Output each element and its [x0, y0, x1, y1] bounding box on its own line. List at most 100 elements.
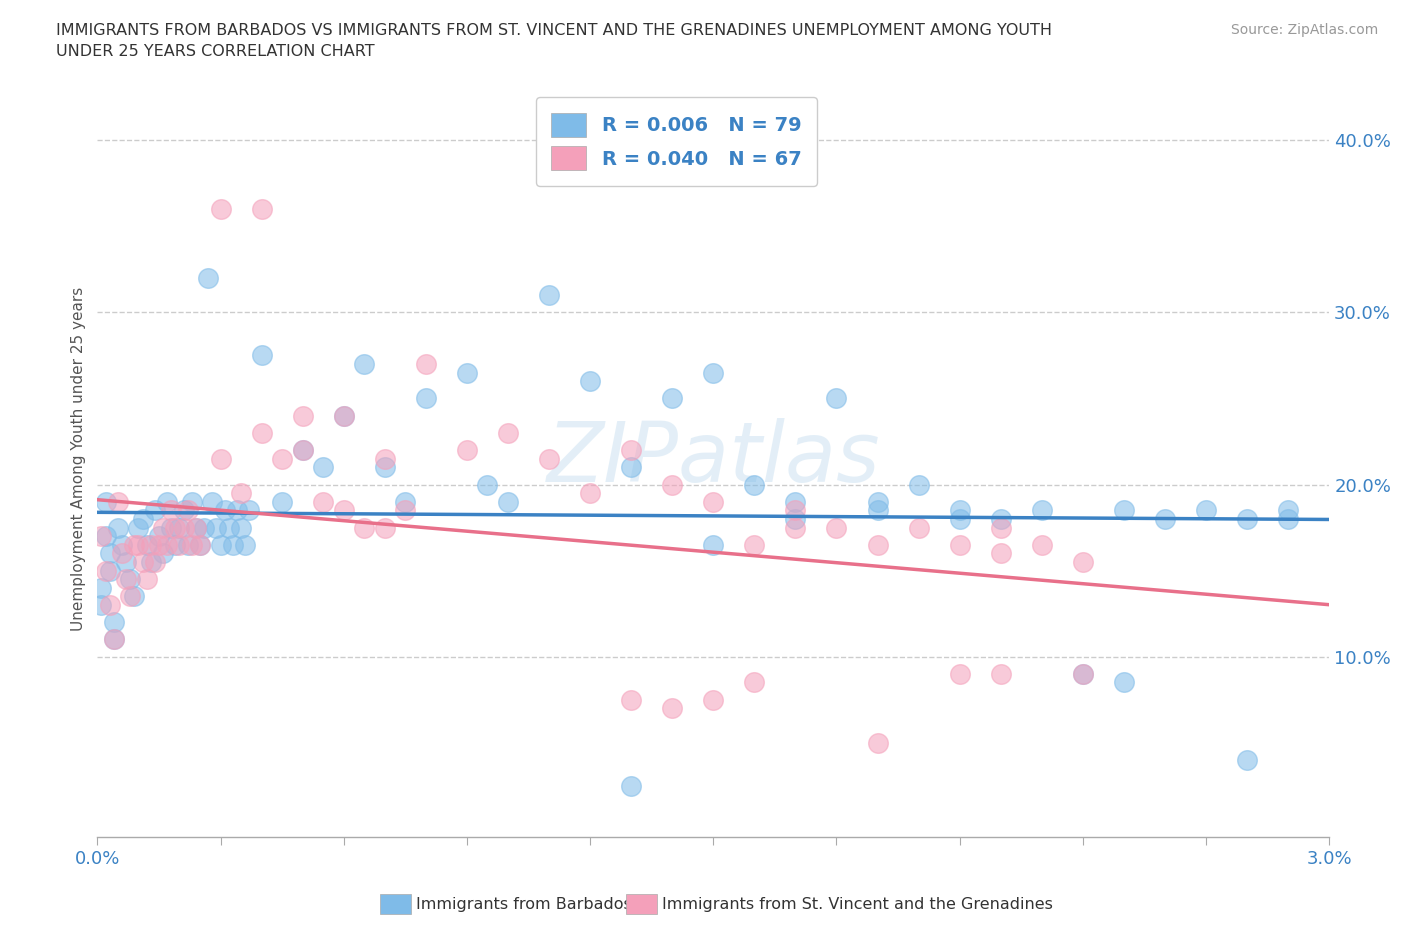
Point — [120, 572, 142, 587]
Point — [1031, 538, 1053, 552]
Point — [1071, 554, 1094, 569]
Point — [107, 494, 129, 509]
Point — [173, 520, 195, 535]
Point — [620, 459, 643, 474]
Point — [103, 615, 125, 630]
Point — [152, 520, 174, 535]
Point — [702, 692, 724, 707]
Point — [579, 485, 602, 500]
Text: ZIPatlas: ZIPatlas — [547, 418, 880, 499]
Point — [152, 546, 174, 561]
Point — [620, 778, 643, 793]
Point — [165, 520, 187, 535]
Point — [1031, 503, 1053, 518]
Point — [456, 365, 478, 380]
Point — [188, 538, 211, 552]
Point — [415, 356, 437, 371]
Text: Source: ZipAtlas.com: Source: ZipAtlas.com — [1230, 23, 1378, 37]
Point — [744, 477, 766, 492]
Point — [1112, 675, 1135, 690]
Point — [160, 520, 183, 535]
Text: UNDER 25 YEARS CORRELATION CHART: UNDER 25 YEARS CORRELATION CHART — [56, 44, 375, 59]
Point — [127, 520, 149, 535]
Point — [218, 520, 240, 535]
Point — [785, 520, 807, 535]
Point — [214, 503, 236, 518]
Point — [143, 503, 166, 518]
Point — [111, 546, 134, 561]
Point — [111, 538, 134, 552]
Point — [184, 520, 207, 535]
Point — [229, 485, 252, 500]
Point — [90, 598, 112, 613]
Point — [496, 494, 519, 509]
Point — [188, 538, 211, 552]
Point — [94, 564, 117, 578]
Point — [702, 494, 724, 509]
Point — [209, 451, 232, 466]
Point — [205, 520, 228, 535]
Point — [620, 692, 643, 707]
Point — [1154, 512, 1177, 526]
Point — [1195, 503, 1218, 518]
Point — [538, 451, 561, 466]
Point — [496, 425, 519, 440]
Point — [131, 512, 153, 526]
Point — [250, 348, 273, 363]
Point — [702, 538, 724, 552]
Point — [156, 538, 179, 552]
Point — [127, 538, 149, 552]
Point — [250, 425, 273, 440]
Point — [1277, 512, 1299, 526]
Point — [197, 271, 219, 286]
Point — [226, 503, 249, 518]
Point — [312, 494, 335, 509]
Point — [201, 494, 224, 509]
Point — [661, 701, 683, 716]
Point — [579, 374, 602, 389]
Point — [785, 494, 807, 509]
Point — [160, 503, 183, 518]
Point — [165, 538, 187, 552]
Point — [90, 528, 112, 543]
Point — [222, 538, 245, 552]
Point — [744, 538, 766, 552]
Text: Immigrants from Barbados: Immigrants from Barbados — [416, 897, 631, 912]
Point — [291, 443, 314, 458]
Point — [94, 494, 117, 509]
Point — [103, 632, 125, 647]
Point — [661, 477, 683, 492]
Point — [825, 391, 848, 405]
Point — [131, 554, 153, 569]
Point — [990, 512, 1012, 526]
Point — [332, 408, 354, 423]
Point — [209, 202, 232, 217]
Point — [1071, 667, 1094, 682]
Point — [169, 538, 191, 552]
Point — [661, 391, 683, 405]
Point — [866, 494, 889, 509]
Point — [394, 494, 416, 509]
Point — [193, 520, 215, 535]
Point — [98, 546, 121, 561]
Point — [990, 546, 1012, 561]
Point — [1071, 667, 1094, 682]
Point — [990, 667, 1012, 682]
Point — [184, 520, 207, 535]
Point — [949, 538, 972, 552]
Point — [620, 443, 643, 458]
Point — [115, 554, 138, 569]
Y-axis label: Unemployment Among Youth under 25 years: Unemployment Among Youth under 25 years — [72, 286, 86, 631]
Point — [176, 538, 198, 552]
Point — [785, 503, 807, 518]
Point — [866, 736, 889, 751]
Point — [866, 538, 889, 552]
Point — [107, 520, 129, 535]
Point — [120, 589, 142, 604]
Legend: R = 0.006   N = 79, R = 0.040   N = 67: R = 0.006 N = 79, R = 0.040 N = 67 — [536, 98, 817, 186]
Point — [124, 538, 146, 552]
Point — [477, 477, 499, 492]
Point — [135, 572, 157, 587]
Point — [291, 443, 314, 458]
Point — [173, 503, 195, 518]
